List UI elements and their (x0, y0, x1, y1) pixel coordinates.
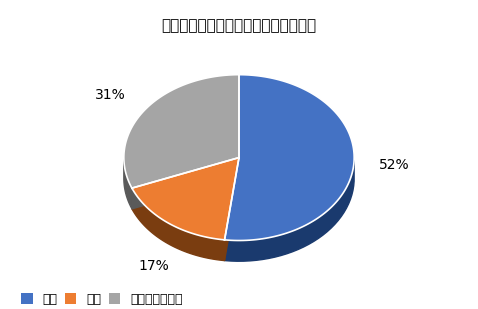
Polygon shape (225, 158, 239, 260)
Polygon shape (132, 188, 225, 260)
Polygon shape (225, 75, 354, 240)
Legend: 満足, 不満, どちらでもない: 満足, 不満, どちらでもない (16, 288, 187, 309)
Polygon shape (132, 158, 239, 209)
Text: ハイラックスの乗り心地の満足度調査: ハイラックスの乗り心地の満足度調査 (162, 18, 316, 33)
Polygon shape (132, 158, 239, 240)
Polygon shape (124, 159, 132, 209)
Text: 52%: 52% (379, 158, 410, 171)
Polygon shape (225, 160, 354, 261)
Polygon shape (225, 158, 239, 260)
Polygon shape (132, 158, 239, 209)
Text: 17%: 17% (139, 259, 170, 273)
Text: 31%: 31% (95, 88, 126, 102)
Polygon shape (124, 75, 239, 188)
